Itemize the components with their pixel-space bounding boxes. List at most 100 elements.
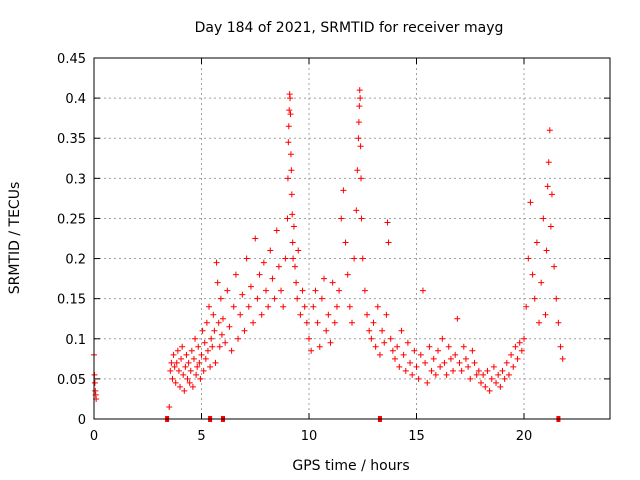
data-point xyxy=(546,127,553,134)
data-point xyxy=(224,287,231,294)
data-point xyxy=(482,383,489,390)
data-point xyxy=(355,135,362,142)
data-point xyxy=(359,255,366,262)
data-point xyxy=(198,351,205,358)
data-point xyxy=(458,367,465,374)
data-point xyxy=(288,167,295,174)
data-point xyxy=(327,339,334,346)
data-point xyxy=(361,287,368,294)
data-point xyxy=(196,359,203,366)
x-tick-label: 5 xyxy=(197,429,205,444)
y-tick-label: 0.25 xyxy=(57,212,86,227)
data-point xyxy=(542,311,549,318)
data-point xyxy=(379,327,386,334)
data-point xyxy=(353,207,360,214)
data-point xyxy=(294,295,301,302)
data-point xyxy=(207,363,214,370)
data-point xyxy=(183,351,190,358)
data-point xyxy=(538,279,545,286)
data-point xyxy=(201,339,208,346)
y-axis: 0 0.05 0.1 0.15 0.2 0.25 0.3 0.35 0.4 0.45 xyxy=(57,52,610,428)
data-point xyxy=(287,151,294,158)
y-tick-label: 0.3 xyxy=(65,172,86,187)
data-point xyxy=(318,295,325,302)
data-point xyxy=(510,363,517,370)
data-point xyxy=(218,331,225,338)
data-point xyxy=(357,95,364,102)
data-point xyxy=(301,303,308,310)
data-point xyxy=(381,339,388,346)
chart-title: Day 184 of 2021, SRMTID for receiver may… xyxy=(195,20,504,36)
data-point xyxy=(344,271,351,278)
data-point xyxy=(295,247,302,254)
data-point xyxy=(417,351,424,358)
data-point xyxy=(419,287,426,294)
data-point xyxy=(394,343,401,350)
data-point xyxy=(475,367,482,374)
data-point xyxy=(208,335,215,342)
data-point xyxy=(187,367,194,374)
data-point xyxy=(398,327,405,334)
data-point xyxy=(199,327,206,334)
data-point xyxy=(355,119,362,126)
data-point xyxy=(478,379,484,386)
data-point xyxy=(213,259,220,266)
data-point xyxy=(293,279,300,286)
data-point xyxy=(325,311,332,318)
data-point xyxy=(172,379,179,386)
data-point xyxy=(432,371,439,378)
data-point xyxy=(505,371,512,378)
data-point xyxy=(226,323,233,330)
data-point xyxy=(329,279,336,286)
data-point xyxy=(384,219,391,226)
data-point xyxy=(243,255,250,262)
data-point xyxy=(465,363,472,370)
data-point xyxy=(349,319,355,326)
data-point xyxy=(181,387,188,394)
data-point xyxy=(383,311,390,318)
data-point xyxy=(516,339,523,346)
data-point xyxy=(206,303,213,310)
data-point xyxy=(333,303,340,310)
data-point xyxy=(263,287,269,294)
data-point xyxy=(424,379,431,386)
data-point xyxy=(527,199,534,206)
data-point xyxy=(531,295,538,302)
data-point xyxy=(204,347,211,354)
data-point xyxy=(357,143,364,150)
y-tick-label: 0.05 xyxy=(57,373,86,388)
data-point xyxy=(428,367,435,374)
data-point xyxy=(212,359,219,366)
data-point xyxy=(454,315,461,322)
data-point xyxy=(493,379,500,386)
data-point xyxy=(480,371,487,378)
data-point xyxy=(278,287,285,294)
data-point xyxy=(543,247,550,254)
data-point xyxy=(167,367,174,374)
data-point xyxy=(177,383,183,390)
data-point xyxy=(197,375,204,382)
data-point xyxy=(284,175,291,182)
data-point xyxy=(252,235,259,242)
data-point xyxy=(452,351,459,358)
data-point xyxy=(400,351,407,358)
data-point xyxy=(512,343,519,350)
data-point xyxy=(312,287,319,294)
data-point xyxy=(370,319,377,326)
data-point xyxy=(484,367,491,374)
data-point xyxy=(216,343,223,350)
data-point xyxy=(559,355,566,362)
data-point xyxy=(338,215,345,222)
data-point xyxy=(460,343,467,350)
data-point xyxy=(503,359,510,366)
data-point xyxy=(235,335,242,342)
data-point xyxy=(443,371,450,378)
x-tick-label: 10 xyxy=(301,429,318,444)
data-point xyxy=(286,107,293,114)
data-point xyxy=(290,223,297,230)
x-axis: 0 5 10 15 20 xyxy=(90,58,532,444)
data-point xyxy=(190,355,197,362)
data-point xyxy=(260,259,267,266)
y-tick-label: 0.1 xyxy=(65,333,86,348)
